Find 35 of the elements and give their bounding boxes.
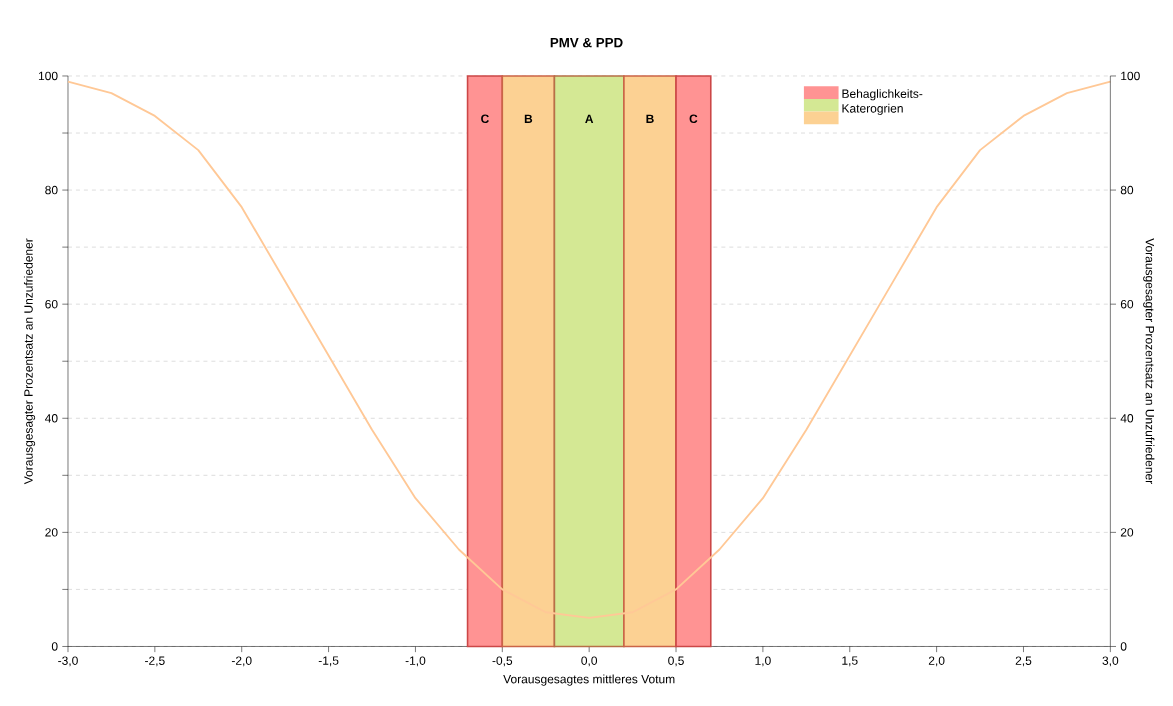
- y2-tick-label: 20: [1120, 527, 1134, 537]
- y-axis-title: Vorausgesagter Prozentsatz an Unzufriedener: [23, 238, 36, 484]
- x-tick-label: -2,5: [145, 656, 165, 667]
- x-tick-label: 2,5: [1015, 656, 1032, 667]
- x-tick-label: -1,5: [318, 656, 339, 666]
- y2-axis-title: Vorausgesagter Prozentsatz an Unzufriedener: [1143, 238, 1155, 484]
- x-axis-title: Vorausgesagtes mittleres Votum: [503, 674, 675, 686]
- y2-tick-label: 40: [1120, 413, 1134, 423]
- chart-title: PMV & PPD: [550, 37, 623, 48]
- x-tick-label: -3,0: [58, 656, 78, 667]
- x-tick-label: 0,5: [668, 656, 684, 667]
- y-tick-label: 60: [45, 299, 58, 309]
- band-label: A: [585, 114, 594, 123]
- y2-tick-label: 60: [1120, 299, 1134, 309]
- x-tick-label: -0,5: [492, 656, 513, 667]
- y-tick-label: 0: [51, 642, 58, 651]
- x-tick-label: 2,0: [928, 656, 945, 667]
- x-tick-label: -2,0: [231, 656, 252, 667]
- x-tick-label: 1,0: [755, 656, 771, 667]
- x-tick-label: -1,0: [405, 656, 426, 667]
- y2-tick-label: 0: [1120, 642, 1127, 651]
- band-label: C: [481, 114, 489, 123]
- y-tick-label: 40: [44, 413, 58, 423]
- band-label: C: [689, 114, 698, 123]
- x-tick-label: 3,0: [1102, 656, 1119, 667]
- x-tick-label: 0,0: [581, 656, 598, 667]
- y-tick-label: 100: [38, 71, 58, 81]
- legend-title: Behaglichkeits- Katerogrien: [842, 88, 923, 115]
- y2-tick-label: 80: [1120, 185, 1134, 195]
- x-tick-label: 1,5: [842, 656, 858, 666]
- band-label: B: [524, 114, 533, 123]
- y-tick-label: 20: [45, 527, 58, 537]
- band-label: B: [646, 114, 654, 123]
- y-tick-label: 80: [45, 185, 58, 195]
- y2-tick-label: 100: [1121, 71, 1140, 81]
